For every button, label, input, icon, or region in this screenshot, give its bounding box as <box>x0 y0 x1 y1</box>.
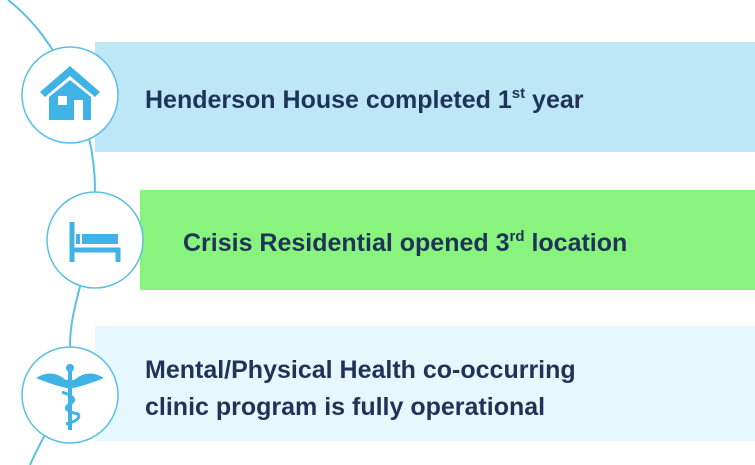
banner <box>140 190 755 290</box>
label: year <box>525 86 584 114</box>
house-icon <box>40 66 100 120</box>
label: location <box>525 229 628 257</box>
milestone-text: Mental/Physical Health co-occurring <box>145 356 576 384</box>
milestone-text: Henderson House completed 1st year <box>145 85 584 114</box>
label: Crisis Residential opened 3 <box>183 229 510 257</box>
milestone-text: Crisis Residential opened 3rd location <box>183 228 627 257</box>
superscript: rd <box>510 228 525 245</box>
bed-icon <box>69 222 121 262</box>
banner <box>95 326 755 441</box>
milestone-text: clinic program is fully operational <box>145 393 545 421</box>
banner <box>95 42 755 152</box>
label: Henderson House completed 1 <box>145 86 512 114</box>
superscript: st <box>512 85 525 102</box>
caduceus-icon <box>36 364 104 430</box>
